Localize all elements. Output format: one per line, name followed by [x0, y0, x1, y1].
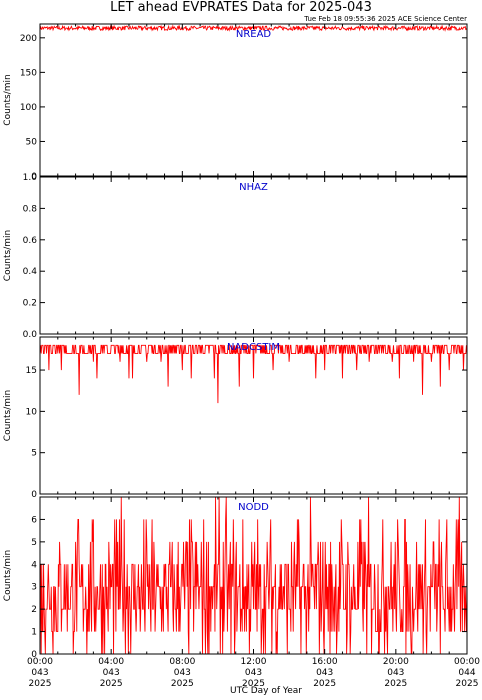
- panel-title: NHAZ: [239, 182, 268, 193]
- y-tick-label: 15: [26, 366, 37, 376]
- y-tick-label: 4: [31, 560, 37, 570]
- y-tick-label: 0.4: [23, 267, 38, 277]
- x-tick-text: 043: [316, 668, 333, 678]
- series-line: [39, 496, 468, 655]
- x-tick-text: 043: [245, 668, 262, 678]
- y-tick-label: 1: [31, 628, 37, 638]
- timestamp: Tue Feb 18 09:55:36 2025 ACE Science Cen…: [303, 15, 467, 23]
- y-tick-label: 100: [20, 103, 37, 113]
- panel-title: NODD: [238, 502, 269, 513]
- x-tick-text: 044: [458, 668, 475, 678]
- x-tick-text: 00:00: [454, 657, 480, 667]
- x-tick-text: 04:00: [98, 657, 124, 667]
- y-tick-label: 0.0: [23, 330, 38, 340]
- x-tick-text: 2025: [100, 679, 123, 689]
- x-tick-text: 2025: [456, 679, 479, 689]
- panel-nread: 0 50 100 150 200 NREAD Counts/min: [3, 23, 468, 182]
- y-tick-label: 0.8: [23, 204, 38, 214]
- panel-nhaz: 0.0 0.2 0.4 0.6 0.8 1.0 NHAZ Counts/min: [3, 173, 468, 340]
- panel-title: NADCSTIM: [227, 342, 280, 353]
- y-tick-label: 3: [31, 583, 37, 593]
- y-tick-label: 10: [26, 407, 38, 417]
- y-tick-label: 0.6: [23, 236, 38, 246]
- x-tick-text: 2025: [171, 679, 194, 689]
- x-tick-text: 043: [103, 668, 120, 678]
- y-tick-label: 0.2: [23, 299, 37, 309]
- x-tick-text: 20:00: [383, 657, 409, 667]
- y-tick-label: 0: [31, 650, 37, 660]
- y-tick-label: 1.0: [23, 173, 38, 183]
- panel-nodd: 0 1 2 3 4 5 6 NODD Counts/min: [3, 496, 468, 660]
- x-tick-text: 16:00: [312, 657, 338, 667]
- y-tick-label: 2: [31, 605, 37, 615]
- y-tick-label: 6: [31, 515, 37, 525]
- x-tick-text: 00:00: [27, 657, 53, 667]
- x-tick-text: 043: [387, 668, 404, 678]
- y-axis-title: Counts/min: [3, 230, 13, 281]
- x-tick-text: 08:00: [169, 657, 195, 667]
- panel-title: NREAD: [236, 29, 272, 40]
- x-tick-text: 2025: [29, 679, 52, 689]
- chart-title: LET ahead EVPRATES Data for 2025-043: [110, 0, 372, 15]
- x-tick-text: 12:00: [241, 657, 267, 667]
- y-axis-title: Counts/min: [3, 550, 13, 601]
- x-tick-text: 043: [31, 668, 48, 678]
- plot-frame: [39, 23, 468, 177]
- x-tick-text: 2025: [313, 679, 336, 689]
- y-axis-title: Counts/min: [3, 74, 13, 125]
- y-tick-label: 150: [20, 68, 37, 78]
- panel-nadcstim: 0 5 10 15 NADCSTIM Counts/min: [3, 336, 468, 500]
- y-tick-label: 200: [20, 34, 37, 44]
- x-tick-text: 043: [174, 668, 191, 678]
- x-axis-labels: 00:00043202504:00043202508:00043202512:0…: [27, 657, 480, 689]
- y-tick-label: 0: [31, 490, 37, 500]
- y-tick-label: 0: [31, 172, 37, 182]
- y-tick-label: 50: [26, 137, 38, 147]
- y-tick-label: 5: [31, 538, 37, 548]
- series-line: [39, 344, 468, 404]
- y-tick-label: 5: [31, 449, 37, 459]
- y-axis-title: Counts/min: [3, 390, 13, 441]
- plot-frame: [39, 176, 468, 335]
- x-tick-text: 2025: [242, 679, 265, 689]
- x-axis-title: UTC Day of Year: [230, 686, 302, 696]
- x-tick-text: 2025: [384, 679, 407, 689]
